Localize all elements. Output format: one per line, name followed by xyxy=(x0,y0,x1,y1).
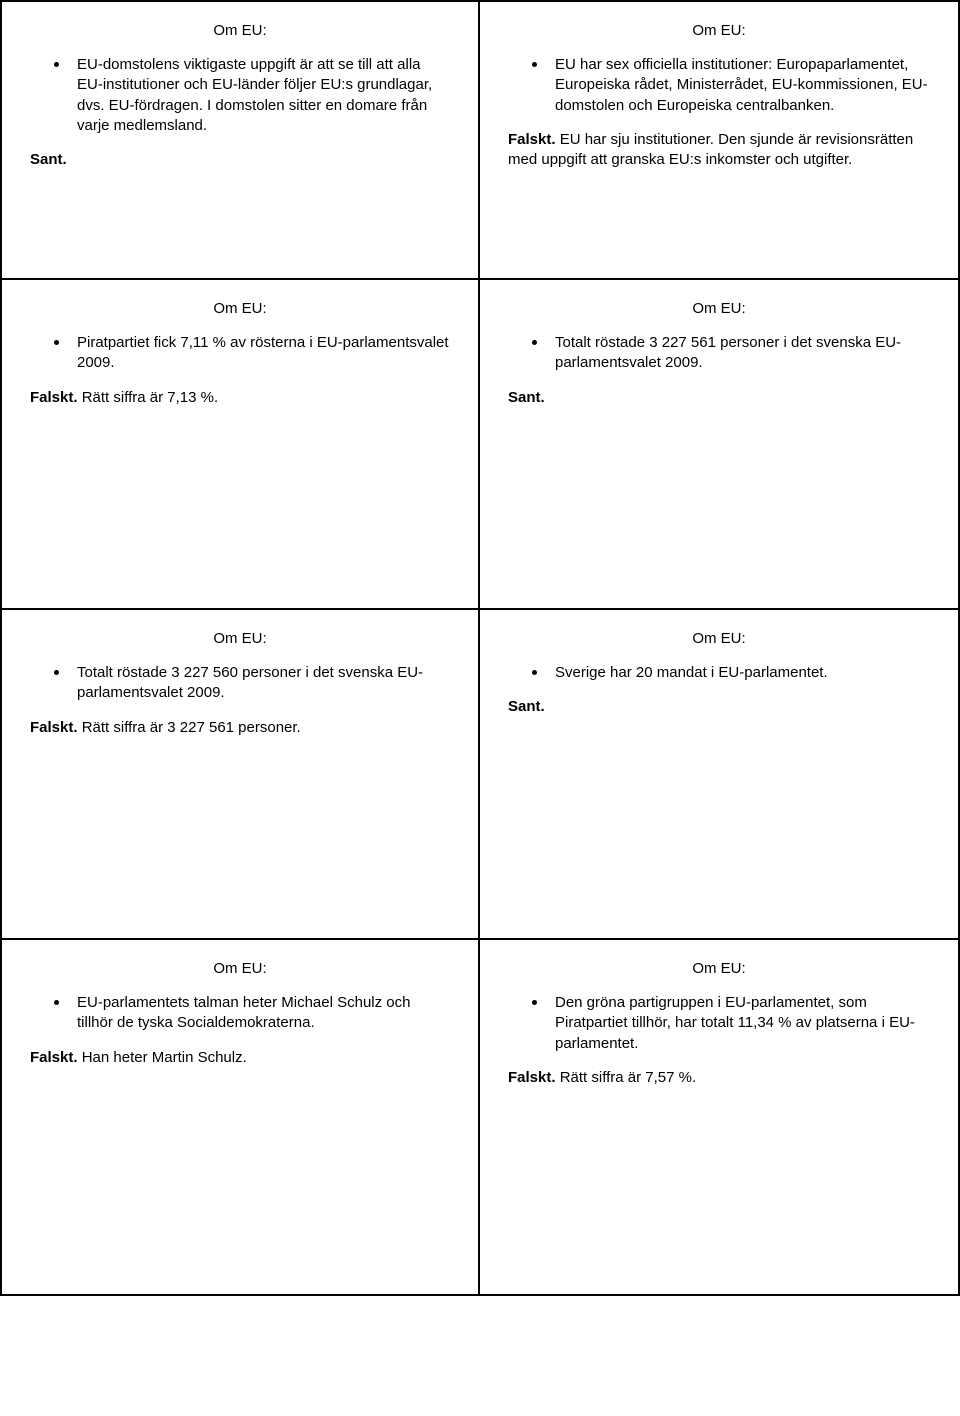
card-answer: Falskt. Han heter Martin Schulz. xyxy=(30,1048,450,1068)
card-bullet: EU-domstolens viktigaste uppgift är att … xyxy=(30,55,450,136)
card-statement: EU har sex officiella institutioner: Eur… xyxy=(555,55,930,116)
card-row: Om EU: EU-parlamentets talman heter Mich… xyxy=(0,940,960,1296)
card-heading: Om EU: xyxy=(30,300,450,317)
quiz-card: Om EU: EU-parlamentets talman heter Mich… xyxy=(0,940,480,1296)
card-bullet: EU-parlamentets talman heter Michael Sch… xyxy=(30,993,450,1034)
card-answer: Sant. xyxy=(508,388,930,408)
quiz-card-grid: Om EU: EU-domstolens viktigaste uppgift … xyxy=(0,0,960,1296)
card-bullet: EU har sex officiella institutioner: Eur… xyxy=(508,55,930,116)
card-bullet: Totalt röstade 3 227 560 personer i det … xyxy=(30,663,450,704)
bullet-icon xyxy=(54,670,59,675)
card-row: Om EU: EU-domstolens viktigaste uppgift … xyxy=(0,0,960,280)
answer-verdict: Falskt. xyxy=(30,719,78,736)
card-statement: Totalt röstade 3 227 560 personer i det … xyxy=(77,663,450,704)
quiz-card: Om EU: Sverige har 20 mandat i EU-parlam… xyxy=(480,610,960,940)
card-answer: Sant. xyxy=(508,697,930,717)
bullet-icon xyxy=(54,340,59,345)
card-statement: Sverige har 20 mandat i EU-parlamentet. xyxy=(555,663,930,683)
answer-verdict: Falskt. xyxy=(30,389,78,406)
quiz-card: Om EU: Den gröna partigruppen i EU-parla… xyxy=(480,940,960,1296)
quiz-card: Om EU: Totalt röstade 3 227 560 personer… xyxy=(0,610,480,940)
card-statement: Den gröna partigruppen i EU-parlamentet,… xyxy=(555,993,930,1054)
card-heading: Om EU: xyxy=(508,960,930,977)
answer-detail: Rätt siffra är 7,13 %. xyxy=(78,389,219,406)
card-bullet: Totalt röstade 3 227 561 personer i det … xyxy=(508,333,930,374)
answer-verdict: Falskt. xyxy=(30,1049,78,1066)
quiz-card: Om EU: Totalt röstade 3 227 561 personer… xyxy=(480,280,960,610)
card-statement: Piratpartiet fick 7,11 % av rösterna i E… xyxy=(77,333,450,374)
answer-detail: Han heter Martin Schulz. xyxy=(78,1049,247,1066)
answer-detail: Rätt siffra är 3 227 561 personer. xyxy=(78,719,301,736)
card-answer: Sant. xyxy=(30,150,450,170)
card-answer: Falskt. Rätt siffra är 3 227 561 persone… xyxy=(30,718,450,738)
card-bullet: Den gröna partigruppen i EU-parlamentet,… xyxy=(508,993,930,1054)
card-heading: Om EU: xyxy=(508,22,930,39)
answer-detail: EU har sju institutioner. Den sjunde är … xyxy=(508,131,913,168)
card-statement: EU-parlamentets talman heter Michael Sch… xyxy=(77,993,450,1034)
card-heading: Om EU: xyxy=(508,300,930,317)
card-bullet: Sverige har 20 mandat i EU-parlamentet. xyxy=(508,663,930,683)
card-row: Om EU: Totalt röstade 3 227 560 personer… xyxy=(0,610,960,940)
answer-verdict: Sant. xyxy=(508,389,545,406)
bullet-icon xyxy=(54,1000,59,1005)
bullet-icon xyxy=(54,62,59,67)
card-answer: Falskt. Rätt siffra är 7,57 %. xyxy=(508,1068,930,1088)
quiz-card: Om EU: EU-domstolens viktigaste uppgift … xyxy=(0,0,480,280)
answer-verdict: Sant. xyxy=(508,698,545,715)
card-bullet: Piratpartiet fick 7,11 % av rösterna i E… xyxy=(30,333,450,374)
card-heading: Om EU: xyxy=(30,630,450,647)
card-heading: Om EU: xyxy=(30,960,450,977)
card-statement: Totalt röstade 3 227 561 personer i det … xyxy=(555,333,930,374)
card-heading: Om EU: xyxy=(508,630,930,647)
answer-verdict: Falskt. xyxy=(508,1069,556,1086)
answer-verdict: Falskt. xyxy=(508,131,556,148)
answer-detail: Rätt siffra är 7,57 %. xyxy=(556,1069,697,1086)
card-answer: Falskt. Rätt siffra är 7,13 %. xyxy=(30,388,450,408)
card-heading: Om EU: xyxy=(30,22,450,39)
answer-verdict: Sant. xyxy=(30,151,67,168)
quiz-card: Om EU: EU har sex officiella institution… xyxy=(480,0,960,280)
card-row: Om EU: Piratpartiet fick 7,11 % av röste… xyxy=(0,280,960,610)
card-answer: Falskt. EU har sju institutioner. Den sj… xyxy=(508,130,930,171)
bullet-icon xyxy=(532,62,537,67)
quiz-card: Om EU: Piratpartiet fick 7,11 % av röste… xyxy=(0,280,480,610)
bullet-icon xyxy=(532,340,537,345)
bullet-icon xyxy=(532,1000,537,1005)
bullet-icon xyxy=(532,670,537,675)
card-statement: EU-domstolens viktigaste uppgift är att … xyxy=(77,55,450,136)
